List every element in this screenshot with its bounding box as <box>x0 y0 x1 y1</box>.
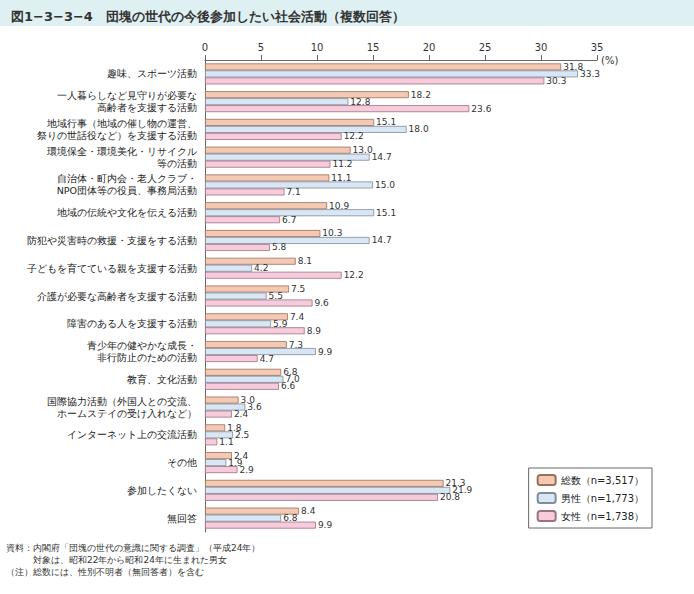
svg-text:15.1: 15.1 <box>376 208 396 218</box>
svg-text:12.2: 12.2 <box>344 270 364 280</box>
svg-text:20.8: 20.8 <box>440 492 460 502</box>
svg-text:13.0: 13.0 <box>353 145 373 155</box>
svg-text:8.9: 8.9 <box>307 326 322 336</box>
svg-text:21.9: 21.9 <box>452 485 473 496</box>
svg-text:12.2: 12.2 <box>344 131 364 141</box>
svg-text:2.5: 2.5 <box>235 430 249 440</box>
svg-text:10: 10 <box>311 42 324 53</box>
svg-text:10.9: 10.9 <box>329 201 349 211</box>
svg-text:6.8: 6.8 <box>283 513 298 523</box>
svg-text:インターネット上の交流活動: インターネット上の交流活動 <box>67 429 197 440</box>
svg-text:参加したくない: 参加したくない <box>127 485 197 496</box>
svg-text:30.3: 30.3 <box>546 76 566 86</box>
svg-text:等の活動: 等の活動 <box>157 158 197 169</box>
svg-text:2.4: 2.4 <box>234 409 249 419</box>
svg-text:地域の伝統や文化を伝える活動: 地域の伝統や文化を伝える活動 <box>56 207 197 218</box>
svg-text:防犯や災害時の救援・支援をする活動: 防犯や災害時の救援・支援をする活動 <box>27 235 197 246</box>
svg-text:23.6: 23.6 <box>471 104 491 114</box>
svg-text:子どもを育てている親を支援する活動: 子どもを育てている親を支援する活動 <box>27 263 197 274</box>
svg-text:11.2: 11.2 <box>332 159 352 169</box>
svg-text:1.8: 1.8 <box>227 422 242 433</box>
svg-text:その他: その他 <box>167 457 197 468</box>
svg-text:2.4: 2.4 <box>233 450 249 461</box>
svg-text:1.1: 1.1 <box>219 437 233 447</box>
svg-text:6.8: 6.8 <box>283 367 298 378</box>
svg-text:地域行事（地域の催し物の運営、: 地域行事（地域の催し物の運営、 <box>46 118 197 129</box>
svg-text:14.7: 14.7 <box>372 235 392 245</box>
svg-text:15.1: 15.1 <box>376 117 396 127</box>
svg-text:9.6: 9.6 <box>315 298 330 308</box>
svg-text:総数（n=3,517）: 総数（n=3,517） <box>560 475 644 486</box>
svg-text:15.0: 15.0 <box>375 180 395 190</box>
svg-text:（注）総数には、性別不明者（無回答者）を含む: （注）総数には、性別不明者（無回答者）を含む <box>6 567 204 577</box>
svg-text:対象は、昭和22年から昭和24年に生まれた男女: 対象は、昭和22年から昭和24年に生まれた男女 <box>6 555 227 565</box>
svg-text:0: 0 <box>202 42 208 53</box>
svg-text:男性（n=1,773）: 男性（n=1,773） <box>561 493 644 504</box>
svg-text:4.7: 4.7 <box>260 354 274 364</box>
svg-text:1.9: 1.9 <box>228 457 243 468</box>
svg-text:5.5: 5.5 <box>269 291 283 301</box>
svg-text:NPO団体等の役員、事務局活動: NPO団体等の役員、事務局活動 <box>57 185 197 196</box>
svg-text:無回答: 無回答 <box>167 513 197 524</box>
svg-text:7.4: 7.4 <box>290 312 305 322</box>
svg-text:2.9: 2.9 <box>239 465 254 475</box>
svg-text:25: 25 <box>479 42 492 53</box>
svg-text:11.1: 11.1 <box>331 173 351 183</box>
svg-text:18.2: 18.2 <box>411 90 431 100</box>
svg-text:女性（n=1,738）: 女性（n=1,738） <box>561 511 644 522</box>
svg-text:5: 5 <box>258 42 264 53</box>
svg-text:趣味、スポーツ活動: 趣味、スポーツ活動 <box>107 68 197 79</box>
svg-text:7.1: 7.1 <box>287 187 301 197</box>
svg-text:3.6: 3.6 <box>247 402 262 412</box>
svg-text:12.8: 12.8 <box>350 97 370 107</box>
svg-text:21.3: 21.3 <box>445 478 466 489</box>
svg-text:図1−3−3−4 団塊の世代の今後参加したい社会活動（複数回: 図1−3−3−4 団塊の世代の今後参加したい社会活動（複数回答） <box>11 9 405 24</box>
svg-text:31.8: 31.8 <box>563 61 584 72</box>
svg-text:ホームステイの受け入れなど）: ホームステイの受け入れなど） <box>57 408 197 419</box>
svg-text:3.0: 3.0 <box>240 395 255 406</box>
svg-text:6.6: 6.6 <box>281 381 296 391</box>
svg-text:国際協力活動（外国人との交流、: 国際協力活動（外国人との交流、 <box>47 396 197 407</box>
svg-text:高齢者を支援する活動: 高齢者を支援する活動 <box>97 102 197 113</box>
svg-text:4.2: 4.2 <box>254 263 268 273</box>
svg-text:5.8: 5.8 <box>272 242 287 252</box>
svg-text:7.5: 7.5 <box>291 284 305 294</box>
svg-text:33.3: 33.3 <box>580 69 600 79</box>
svg-text:介護が必要な高齢者を支援する活動: 介護が必要な高齢者を支援する活動 <box>37 291 197 302</box>
svg-text:5.9: 5.9 <box>273 319 288 329</box>
svg-text:資料：内閣府「団塊の世代の意識に関する調査」（平成24年）: 資料：内閣府「団塊の世代の意識に関する調査」（平成24年） <box>6 543 260 553</box>
svg-text:10.3: 10.3 <box>322 228 342 238</box>
svg-text:教育、文化活動: 教育、文化活動 <box>127 374 197 385</box>
svg-text:(%): (%) <box>601 55 618 66</box>
svg-text:環境保全・環境美化・リサイクル: 環境保全・環境美化・リサイクル <box>47 146 197 157</box>
svg-text:9.9: 9.9 <box>318 347 333 357</box>
svg-text:7.3: 7.3 <box>289 340 303 350</box>
svg-text:非行防止のための活動: 非行防止のための活動 <box>97 352 197 363</box>
svg-text:自治体・町内会・老人クラブ・: 自治体・町内会・老人クラブ・ <box>57 173 197 184</box>
svg-text:8.1: 8.1 <box>298 256 312 266</box>
svg-text:7.0: 7.0 <box>285 374 300 385</box>
svg-text:一人暮らしなど見守りが必要な: 一人暮らしなど見守りが必要な <box>57 90 197 101</box>
svg-text:祭りの世話役など）を支援する活動: 祭りの世話役など）を支援する活動 <box>37 130 197 141</box>
svg-text:8.4: 8.4 <box>301 506 316 516</box>
svg-text:青少年の健やかな成長・: 青少年の健やかな成長・ <box>87 340 197 351</box>
svg-text:6.7: 6.7 <box>282 215 296 225</box>
svg-text:15: 15 <box>367 42 380 53</box>
svg-text:障害のある人を支援する活動: 障害のある人を支援する活動 <box>67 318 197 329</box>
svg-text:18.0: 18.0 <box>409 124 429 134</box>
svg-text:35: 35 <box>591 42 604 53</box>
svg-text:30: 30 <box>535 42 548 53</box>
svg-text:20: 20 <box>423 42 436 53</box>
svg-text:14.7: 14.7 <box>372 152 392 162</box>
svg-text:9.9: 9.9 <box>318 520 333 530</box>
